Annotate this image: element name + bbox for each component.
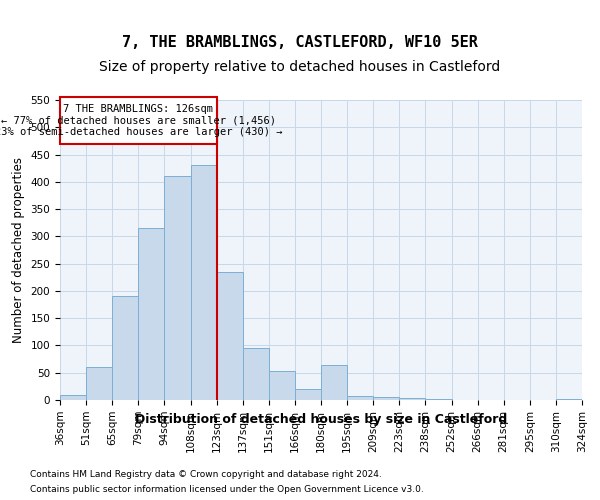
Bar xyxy=(139,228,164,400)
Text: 7, THE BRAMBLINGS, CASTLEFORD, WF10 5ER: 7, THE BRAMBLINGS, CASTLEFORD, WF10 5ER xyxy=(122,35,478,50)
Bar xyxy=(373,398,400,400)
Bar xyxy=(295,389,321,400)
Bar xyxy=(217,272,243,400)
Bar xyxy=(112,296,139,400)
Y-axis label: Number of detached properties: Number of detached properties xyxy=(12,157,25,343)
Text: Contains public sector information licensed under the Open Government Licence v3: Contains public sector information licen… xyxy=(30,485,424,494)
Bar xyxy=(321,364,347,400)
Text: Distribution of detached houses by size in Castleford: Distribution of detached houses by size … xyxy=(135,412,507,426)
Bar xyxy=(86,368,112,400)
Text: 7 THE BRAMBLINGS: 126sqm
← 77% of detached houses are smaller (1,456)
23% of sem: 7 THE BRAMBLINGS: 126sqm ← 77% of detach… xyxy=(0,104,282,137)
Text: Contains HM Land Registry data © Crown copyright and database right 2024.: Contains HM Land Registry data © Crown c… xyxy=(30,470,382,479)
Bar xyxy=(60,394,86,400)
Bar xyxy=(269,371,295,400)
Bar xyxy=(400,398,425,400)
Text: Size of property relative to detached houses in Castleford: Size of property relative to detached ho… xyxy=(100,60,500,74)
Bar xyxy=(347,396,373,400)
Bar xyxy=(191,166,217,400)
Bar xyxy=(164,176,191,400)
Bar xyxy=(243,348,269,400)
